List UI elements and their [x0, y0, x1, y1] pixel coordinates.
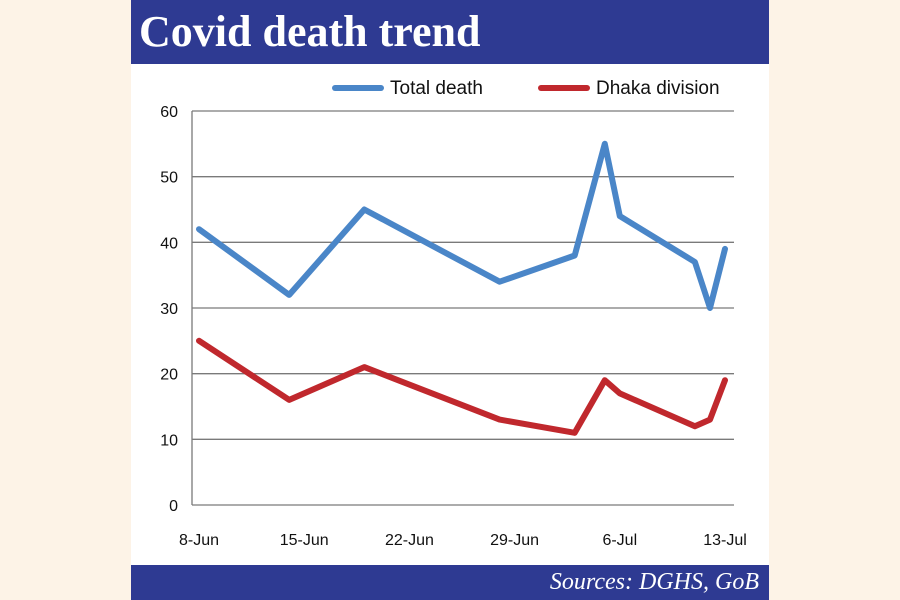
- gridlines: [192, 110, 734, 506]
- legend: Total death Dhaka division: [332, 78, 720, 99]
- y-tick-label: 50: [160, 170, 178, 187]
- y-axis-ticks: 0 10 20 30 40 50 60: [160, 104, 178, 515]
- x-tick-label: 6-Jul: [602, 532, 637, 549]
- chart-title: Covid death trend: [139, 7, 481, 56]
- x-tick-label: 22-Jun: [385, 532, 434, 549]
- footer-bar: Sources: DGHS, GoB: [131, 565, 769, 600]
- y-tick-label: 60: [160, 104, 178, 121]
- x-tick-label: 13-Jul: [703, 532, 747, 549]
- x-tick-label: 29-Jun: [490, 532, 539, 549]
- chart-panel: Covid death trend 0 10 20 30 40 50 60 8-Jun 15-…: [131, 0, 769, 600]
- series-line-total-death: [196, 140, 728, 311]
- series-lines: [196, 140, 728, 436]
- line-chart: 0 10 20 30 40 50 60 8-Jun 15-Jun 22-Jun 29-Jun 6-J…: [160, 78, 747, 549]
- y-tick-label: 40: [160, 235, 178, 252]
- y-tick-label: 30: [160, 301, 178, 318]
- title-bar: Covid death trend: [131, 0, 769, 64]
- legend-label: Total death: [390, 78, 483, 99]
- series-line-dhaka-division: [196, 337, 728, 436]
- y-tick-label: 10: [160, 432, 178, 449]
- y-tick-label: 20: [160, 367, 178, 384]
- source-credit: Sources: DGHS, GoB: [549, 569, 759, 595]
- x-tick-label: 8-Jun: [179, 532, 219, 549]
- legend-label: Dhaka division: [596, 78, 720, 99]
- x-tick-label: 15-Jun: [280, 532, 329, 549]
- x-axis-ticks: 8-Jun 15-Jun 22-Jun 29-Jun 6-Jul 13-Jul: [179, 532, 747, 549]
- y-tick-label: 0: [169, 498, 178, 515]
